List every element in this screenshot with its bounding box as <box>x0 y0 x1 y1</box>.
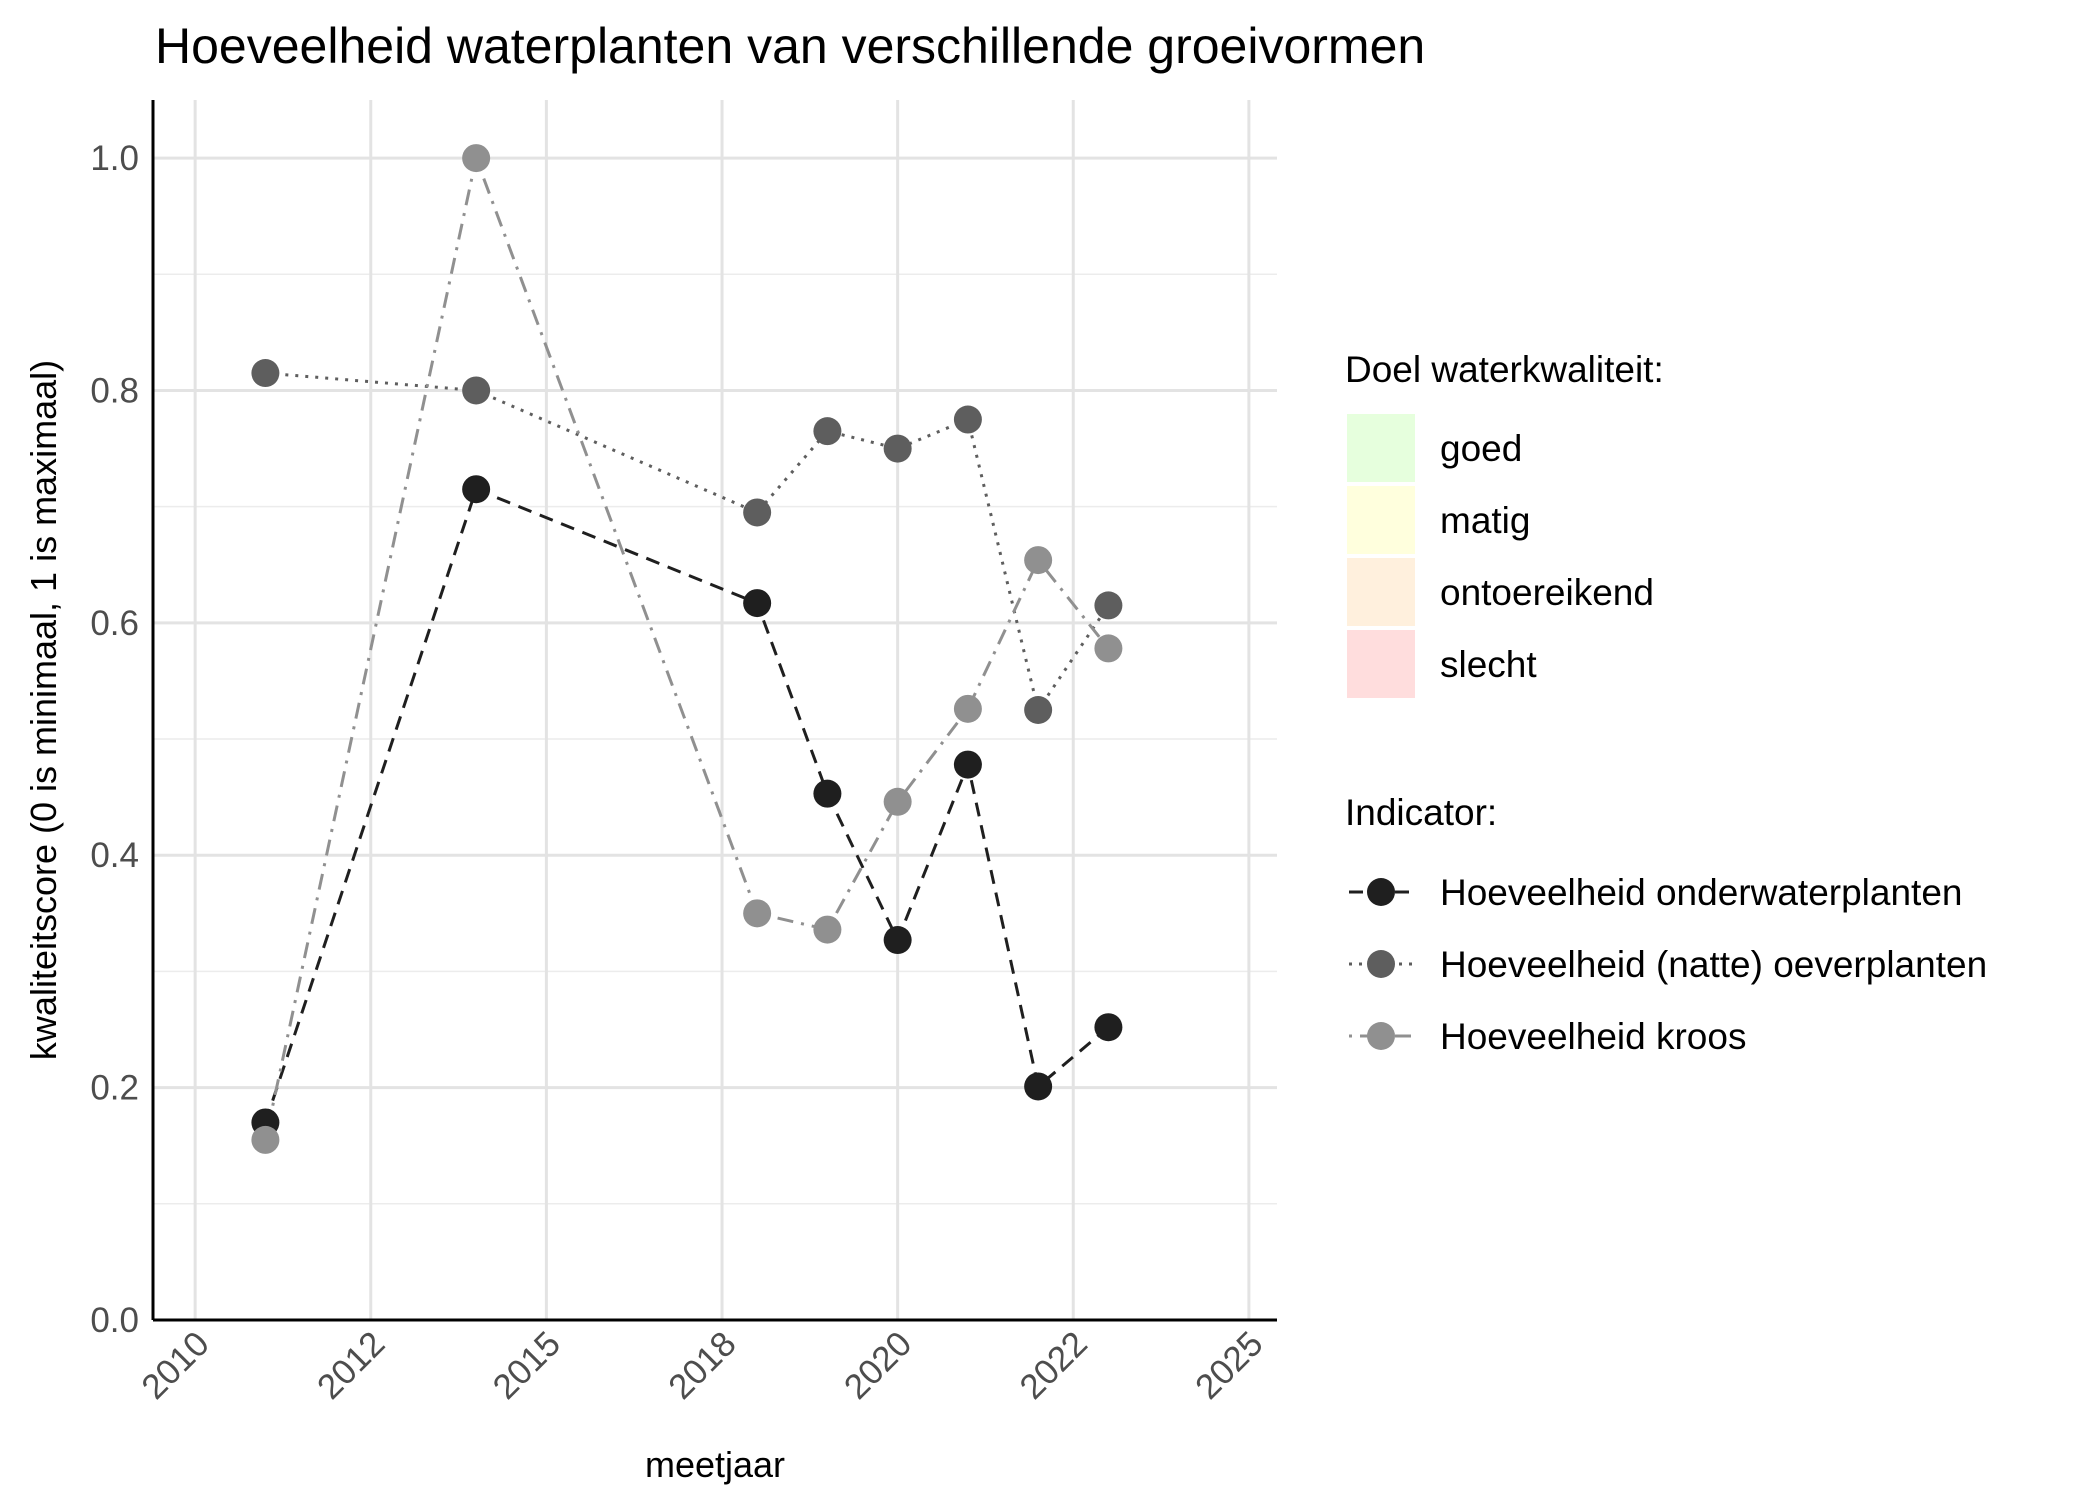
data-point <box>251 359 280 388</box>
legend-key-point <box>1367 878 1395 906</box>
legend-key-point <box>1367 1022 1395 1050</box>
y-tick-label: 0.4 <box>90 836 139 875</box>
data-point <box>462 475 491 504</box>
legend-indicator-items: Hoeveelheid onderwaterplanten Hoeveelheid… <box>1349 872 1987 1057</box>
legend-swatch <box>1347 414 1415 482</box>
legend-swatch <box>1347 558 1415 626</box>
data-point <box>883 926 912 955</box>
data-point <box>813 779 842 808</box>
series-line <box>263 152 1110 1141</box>
chart-title: Hoeveelheid waterplanten van verschillen… <box>155 18 1425 74</box>
x-tick-label: 2018 <box>661 1324 744 1407</box>
data-point <box>251 1125 280 1154</box>
series-layer <box>251 144 1123 1154</box>
grid <box>153 100 1277 1322</box>
legend-label: Hoeveelheid (natte) oeverplanten <box>1440 944 1987 985</box>
data-point <box>743 899 772 928</box>
legend-swatch <box>1347 630 1415 698</box>
data-point <box>1024 1072 1053 1101</box>
x-tick-label: 2025 <box>1188 1324 1271 1407</box>
data-point <box>462 376 491 405</box>
legend-indicator-title: Indicator: <box>1345 792 1497 833</box>
legend-label: ontoereikend <box>1440 572 1654 613</box>
y-tick-label: 0.2 <box>90 1069 139 1108</box>
data-point <box>462 144 491 173</box>
data-point <box>813 417 842 446</box>
data-point <box>1094 591 1123 620</box>
y-tick-label: 0.0 <box>90 1301 139 1340</box>
x-tick-label: 2020 <box>837 1324 920 1407</box>
legend-label: slecht <box>1440 644 1537 685</box>
series-line <box>265 371 1110 714</box>
legend-label: goed <box>1440 428 1522 469</box>
x-tick-label: 2022 <box>1012 1324 1095 1407</box>
x-tick-label: 2015 <box>485 1324 568 1407</box>
legend-doel-items: goed matig ontoereikend slecht <box>1347 414 1654 698</box>
data-point <box>953 694 982 723</box>
data-point <box>1094 1013 1123 1042</box>
legend-label: Hoeveelheid onderwaterplanten <box>1440 872 1962 913</box>
legend-doel-title: Doel waterkwaliteit: <box>1345 349 1664 390</box>
y-tick-label: 0.6 <box>90 604 139 643</box>
y-tick-labels: 0.0 0.2 0.4 0.6 0.8 1.0 <box>90 139 139 1340</box>
x-tick-label: 2010 <box>134 1324 217 1407</box>
data-point <box>1024 696 1053 724</box>
legend-label: matig <box>1440 500 1530 541</box>
series-line <box>263 487 1110 1123</box>
data-point <box>1094 634 1123 663</box>
legend-swatch <box>1347 486 1415 554</box>
x-tick-labels: 2010 2012 2015 2018 2020 2022 2025 <box>134 1324 1270 1407</box>
data-point <box>813 915 842 944</box>
legend-key-point <box>1367 950 1395 978</box>
data-point <box>883 787 912 816</box>
x-tick-label: 2012 <box>310 1324 393 1407</box>
legend: Doel waterkwaliteit: goed matig ontoereike… <box>1345 349 1987 1057</box>
y-axis-title: kwaliteitscore (0 is minimaal, 1 is maxi… <box>23 360 64 1060</box>
y-tick-label: 0.8 <box>90 371 139 410</box>
data-point <box>953 750 982 779</box>
data-point <box>743 589 772 618</box>
data-point <box>953 405 982 434</box>
data-point <box>1024 546 1053 575</box>
x-axis-title: meetjaar <box>645 1444 785 1485</box>
legend-label: Hoeveelheid kroos <box>1440 1016 1746 1057</box>
data-point <box>743 498 772 527</box>
y-tick-label: 1.0 <box>90 139 139 178</box>
data-point <box>883 434 912 463</box>
